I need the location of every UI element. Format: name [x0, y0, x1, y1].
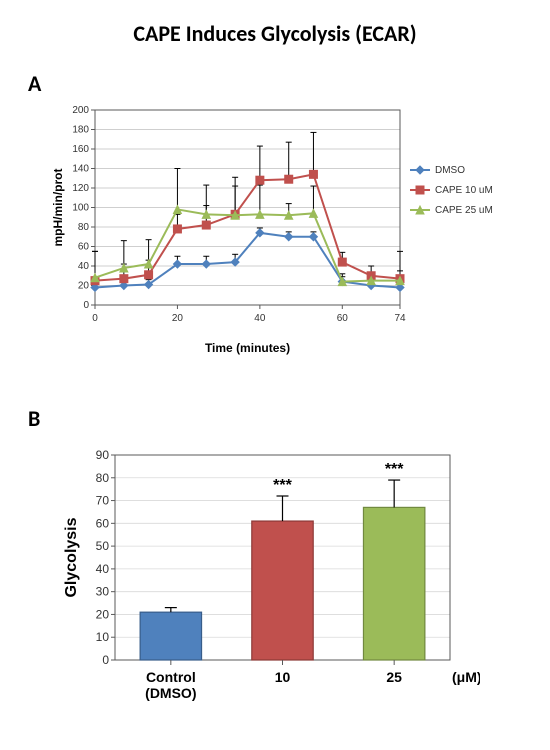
svg-text:20: 20	[172, 313, 184, 324]
svg-text:0: 0	[102, 653, 109, 667]
svg-text:60: 60	[337, 313, 349, 324]
panel-a-label: A	[28, 70, 41, 97]
page-title: CAPE Induces Glycolysis (ECAR)	[0, 20, 550, 47]
svg-text:Control: Control	[146, 669, 196, 685]
chart-b-bar: 0 10 20 30 40 50 60 70 80 90 Glycolysis Control(DMS…	[60, 440, 480, 720]
svg-text:74: 74	[394, 313, 406, 324]
svg-text:100: 100	[72, 203, 89, 214]
svg-text:50: 50	[96, 539, 110, 553]
svg-text:200: 200	[72, 105, 89, 116]
svg-text:0: 0	[92, 313, 98, 324]
svg-text:(μM): (μM)	[452, 669, 480, 685]
svg-text:60: 60	[78, 242, 90, 253]
svg-text:25: 25	[386, 669, 402, 685]
svg-text:***: ***	[273, 477, 292, 494]
svg-text:80: 80	[96, 471, 110, 485]
svg-text:10: 10	[96, 630, 110, 644]
chart-a-line: 0 20 40 60 80 100 120 140 160 180 200 0 20 40 60 74 Time…	[50, 100, 510, 360]
svg-text:mpH/min/prot: mpH/min/prot	[51, 169, 65, 247]
svg-text:40: 40	[78, 261, 90, 272]
svg-text:180: 180	[72, 125, 89, 136]
svg-text:60: 60	[96, 516, 110, 530]
svg-text:20: 20	[96, 607, 110, 621]
svg-text:(DMSO): (DMSO)	[145, 685, 196, 701]
svg-text:160: 160	[72, 144, 89, 155]
svg-text:CAPE 25 uM: CAPE 25 uM	[435, 205, 493, 216]
svg-text:80: 80	[78, 222, 90, 233]
svg-text:70: 70	[96, 494, 110, 508]
svg-text:***: ***	[385, 461, 404, 478]
svg-text:20: 20	[78, 281, 90, 292]
svg-text:DMSO: DMSO	[435, 165, 465, 176]
svg-text:40: 40	[254, 313, 266, 324]
svg-text:Glycolysis: Glycolysis	[63, 517, 80, 597]
svg-text:30: 30	[96, 585, 110, 599]
svg-text:Time (minutes): Time (minutes)	[205, 341, 290, 355]
svg-text:90: 90	[96, 448, 110, 462]
panel-b-label: B	[28, 405, 40, 432]
svg-text:0: 0	[83, 300, 89, 311]
svg-text:40: 40	[96, 562, 110, 576]
svg-text:120: 120	[72, 183, 89, 194]
svg-text:140: 140	[72, 164, 89, 175]
svg-text:10: 10	[275, 669, 291, 685]
svg-text:CAPE 10 uM: CAPE 10 uM	[435, 185, 493, 196]
